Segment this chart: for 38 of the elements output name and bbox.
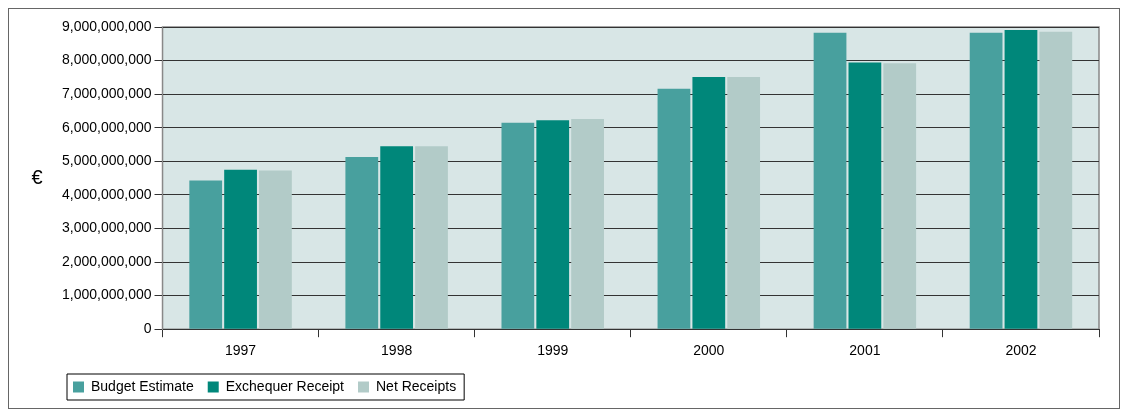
- legend-label: Exchequer Receipt: [225, 377, 345, 394]
- legend-label: Net Receipts: [376, 377, 457, 394]
- bar: [224, 169, 257, 329]
- bar: [883, 63, 917, 329]
- y-axis-title: €: [31, 165, 43, 188]
- legend-label: Budget Estimate: [91, 377, 194, 394]
- bar: [380, 146, 414, 329]
- x-tick-label: 2000: [693, 342, 725, 359]
- y-tick-label: 1,000,000,000: [62, 286, 152, 303]
- bar: [259, 170, 292, 329]
- y-tick-label: 5,000,000,000: [62, 152, 152, 169]
- y-tick-label: 3,000,000,000: [62, 219, 152, 236]
- y-tick-label: 0: [143, 320, 152, 337]
- bar: [415, 146, 448, 329]
- y-tick-label: 6,000,000,000: [62, 118, 152, 135]
- bar: [813, 32, 847, 329]
- bar: [969, 32, 1003, 329]
- bar: [657, 88, 691, 329]
- bar: [727, 77, 761, 329]
- bar: [345, 156, 379, 329]
- x-tick-label: 1999: [537, 342, 569, 359]
- bar: [848, 62, 882, 329]
- bar: [1004, 30, 1038, 329]
- y-tick-label: 4,000,000,000: [62, 185, 152, 202]
- x-tick-label: 2002: [1005, 342, 1037, 359]
- bar: [1039, 31, 1073, 329]
- x-tick-label: 2001: [849, 342, 881, 359]
- bar: [501, 122, 535, 329]
- y-tick-label: 7,000,000,000: [62, 85, 152, 102]
- bar: [571, 119, 604, 329]
- y-tick-label: 2,000,000,000: [62, 252, 152, 269]
- bar: [536, 120, 570, 329]
- y-tick-label: 9,000,000,000: [62, 17, 152, 34]
- y-tick-label: 8,000,000,000: [62, 51, 152, 68]
- x-tick-label: 1998: [381, 342, 413, 359]
- x-tick-label: 1997: [224, 342, 257, 359]
- bar: [692, 77, 726, 329]
- bar: [189, 180, 223, 329]
